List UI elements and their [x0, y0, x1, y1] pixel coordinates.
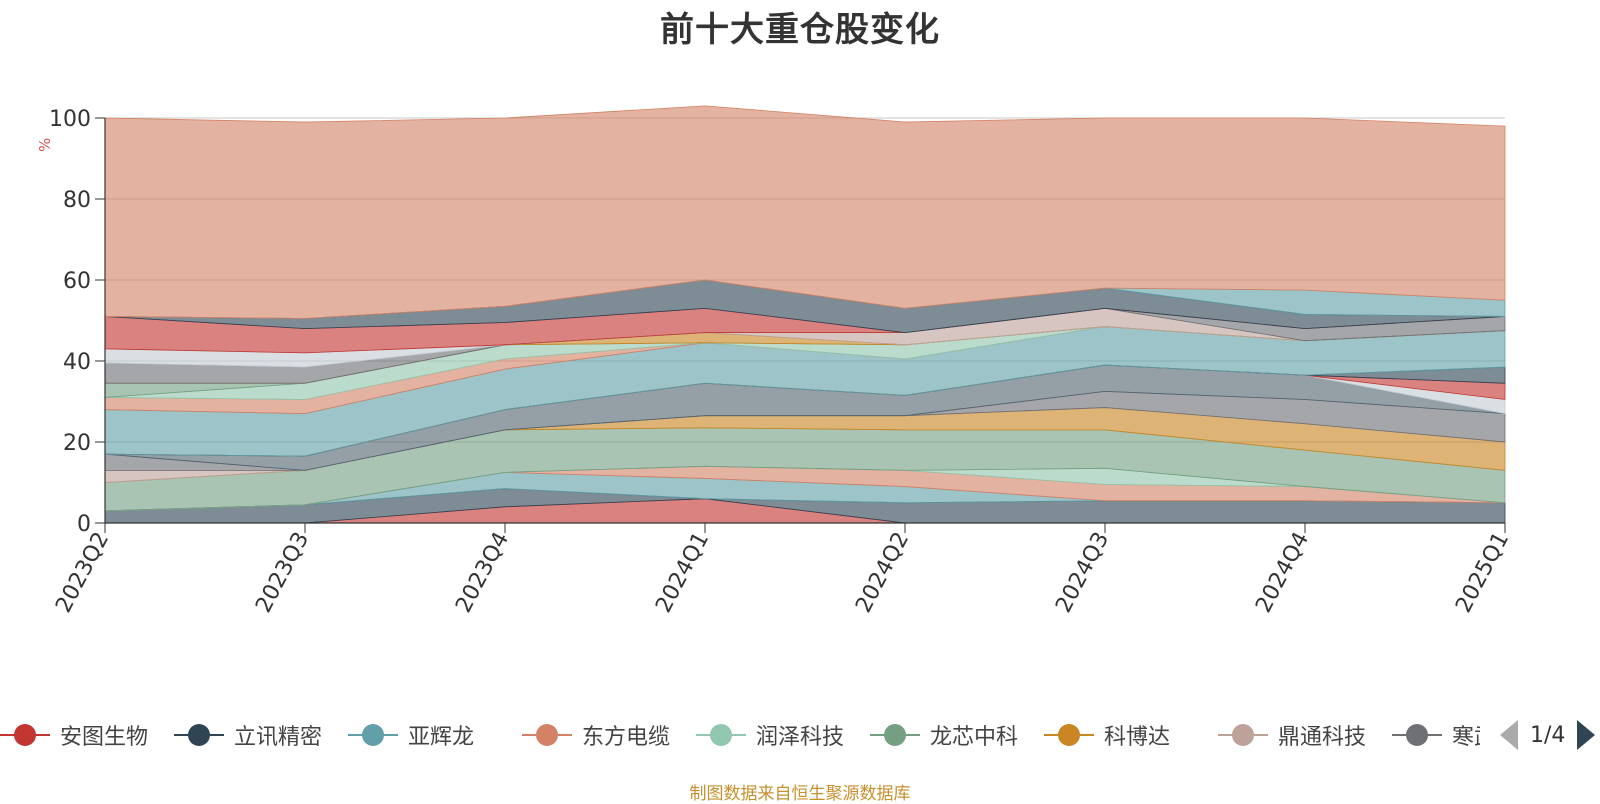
legend-item[interactable]: 龙芯中科 [870, 718, 1018, 752]
x-tick-label: 2024Q1 [651, 528, 714, 617]
legend-label: 鼎通科技 [1278, 725, 1367, 750]
x-tick-label: 2024Q4 [1251, 528, 1314, 617]
legend-marker-icon [1218, 720, 1268, 750]
legend-marker-icon [1392, 720, 1442, 750]
y-tick-label: 60 [63, 269, 91, 294]
y-tick-label: 100 [49, 107, 91, 132]
area-series [104, 105, 1506, 524]
legend-label: 科博达 [1104, 725, 1171, 750]
legend-marker-icon [870, 720, 920, 750]
x-tick-label: 2024Q2 [851, 528, 914, 617]
legend-prev-page-icon[interactable] [1500, 720, 1518, 750]
legend-label: 龙芯中科 [930, 725, 1019, 750]
stacked-area-chart: 0 20 40 60 80 100 2023Q2 2023Q3 2023Q4 2024Q1 2024… [49, 105, 1514, 617]
legend-item[interactable]: 寒武纪 [1392, 718, 1480, 752]
x-tick-label: 2023Q2 [51, 528, 114, 617]
legend-marker-icon [696, 720, 746, 750]
x-tick-label: 2025Q1 [1451, 528, 1514, 617]
x-tick-label: 2023Q3 [251, 528, 314, 617]
legend-marker-icon [348, 720, 398, 750]
legend-label: 立讯精密 [234, 725, 323, 750]
legend-item[interactable]: 立讯精密 [174, 718, 322, 752]
chart-title: 前十大重仓股变化 [660, 10, 940, 50]
legend-page-indicator: 1/4 [1530, 722, 1566, 748]
y-tick-label: 0 [77, 512, 91, 537]
legend-label: 亚辉龙 [408, 725, 475, 750]
x-tick-label: 2023Q4 [451, 528, 514, 617]
legend-item[interactable]: 科博达 [1044, 718, 1170, 752]
legend-item[interactable]: 亚辉龙 [348, 718, 474, 752]
y-tick-label: 40 [63, 350, 91, 375]
legend-item[interactable]: 安图生物 [0, 718, 148, 752]
area-series-24 [104, 105, 1506, 319]
y-tick-label: 80 [63, 188, 91, 213]
data-source-note: 制图数据来自恒生聚源数据库 [689, 784, 911, 804]
legend-item[interactable]: 润泽科技 [696, 718, 844, 752]
chart-legend: 安图生物 立讯精密 亚辉龙 东方电缆 润泽科技 龙芯中科 科博达 鼎通科技 寒武纪 [0, 718, 1480, 752]
y-tick-label: 20 [63, 431, 91, 456]
legend-marker-icon [0, 720, 50, 750]
legend-label: 寒武纪 [1452, 725, 1480, 750]
legend-label: 东方电缆 [582, 725, 671, 750]
legend-marker-icon [174, 720, 224, 750]
legend-marker-icon [522, 720, 572, 750]
legend-item[interactable]: 鼎通科技 [1218, 718, 1366, 752]
legend-label: 安图生物 [60, 725, 149, 750]
legend-next-page-icon[interactable] [1577, 720, 1596, 750]
legend-item[interactable]: 东方电缆 [522, 718, 670, 752]
legend-pager: 1/4 [1500, 718, 1596, 752]
legend-label: 润泽科技 [756, 725, 845, 750]
legend-marker-icon [1044, 720, 1094, 750]
x-tick-label: 2024Q3 [1051, 528, 1114, 617]
